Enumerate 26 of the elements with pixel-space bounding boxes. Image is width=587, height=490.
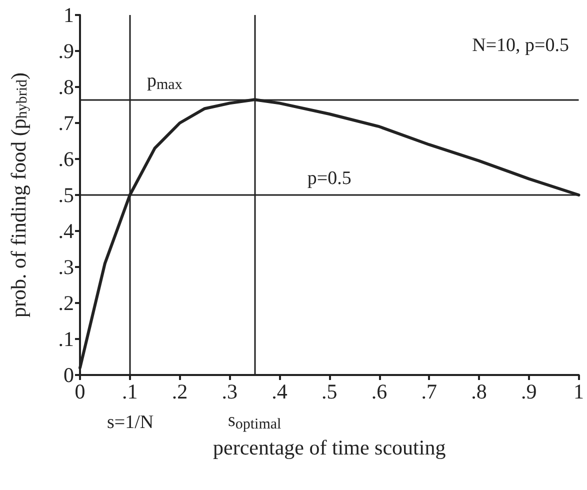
y-tick-label: .9 [58,39,74,63]
y-tick-label: .1 [58,327,74,351]
x-tick-label: .5 [322,380,338,404]
y-tick-label: .7 [58,111,74,135]
y-tick-label: .5 [58,183,74,207]
y-tick-label: 0 [64,363,74,387]
y-tick-label: .2 [58,291,74,315]
x-tick-label: 1 [574,380,584,404]
y-tick-label: .8 [58,75,74,99]
y-tick-label: .3 [58,255,74,279]
x-tick-label: .3 [222,380,238,404]
x-tick-label: .4 [272,380,288,404]
x-axis-title: percentage of time scouting [213,436,446,460]
x-tick-label: .8 [471,380,487,404]
annotation: N=10, p=0.5 [472,35,570,56]
text: s=1/N [107,412,154,433]
ref-line-label: p=0.5 [307,168,352,189]
x-tick-label: .9 [521,380,537,404]
x-tick-label: .2 [172,380,188,404]
x-tick-label: .7 [421,380,437,404]
y-tick-label: .6 [58,147,74,171]
y-tick-label: .4 [58,219,74,243]
x-tick-label: .1 [122,380,138,404]
y-tick-label: 1 [64,3,74,27]
x-tick-label: .6 [371,380,388,404]
y-axis-title: prob. of finding food (phybrid) [6,72,30,318]
